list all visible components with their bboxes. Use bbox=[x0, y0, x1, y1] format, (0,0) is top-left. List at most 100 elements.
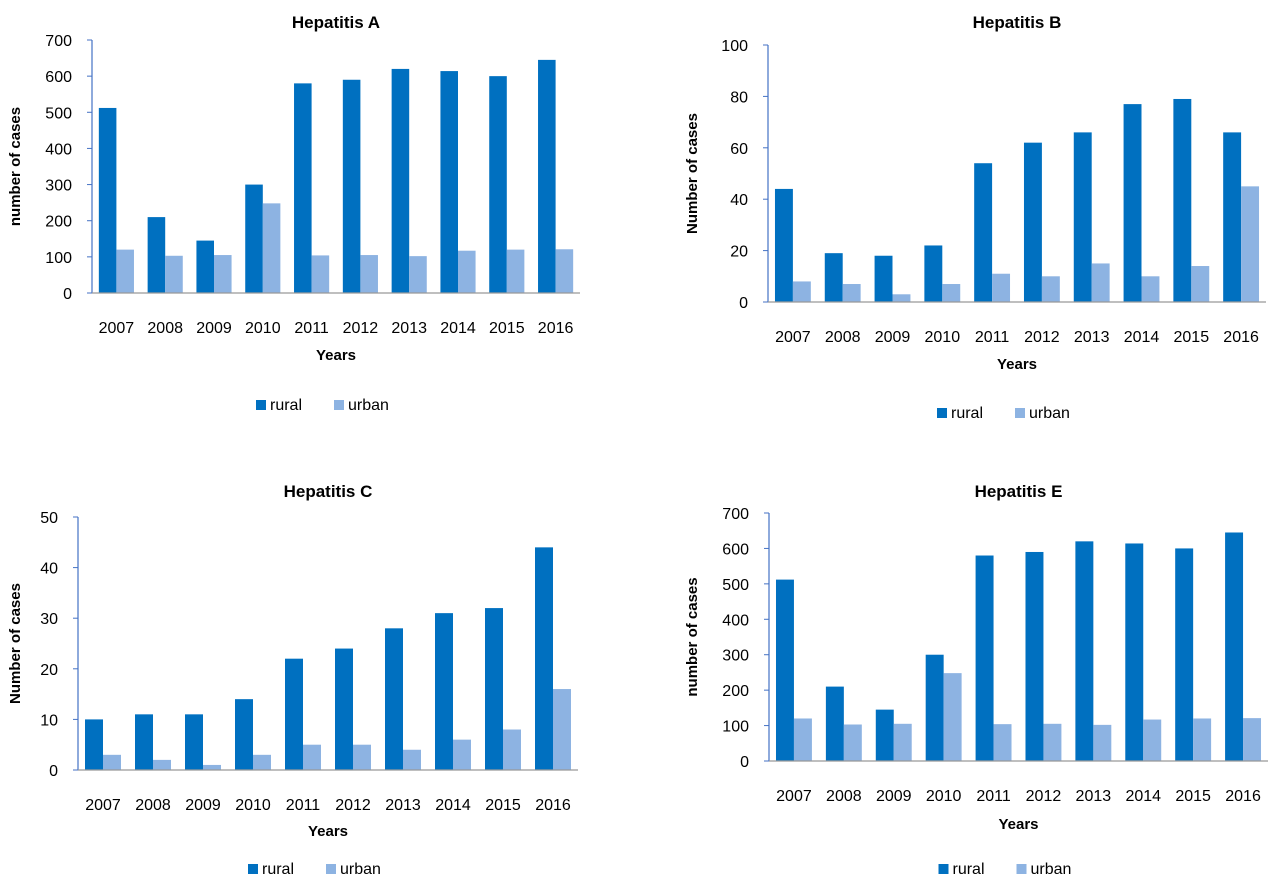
chart-title: Hepatitis C bbox=[284, 482, 373, 501]
bar-rural-2012 bbox=[342, 79, 361, 293]
bar-rural-2008 bbox=[825, 686, 844, 761]
bar-urban-2010 bbox=[942, 284, 961, 302]
x-axis-label: Years bbox=[998, 816, 1038, 833]
bar-rural-2012 bbox=[1023, 142, 1042, 302]
y-tick-label: 500 bbox=[722, 577, 749, 594]
x-axis-label: Years bbox=[308, 823, 348, 840]
x-tick-label: 2010 bbox=[245, 320, 281, 337]
y-tick-label: 700 bbox=[722, 506, 749, 523]
legend-label-urban: urban bbox=[340, 861, 381, 878]
x-tick-label: 2011 bbox=[975, 329, 1010, 346]
bar-rural-2011 bbox=[974, 163, 993, 302]
y-tick-label: 30 bbox=[40, 611, 58, 628]
y-tick-label: 50 bbox=[40, 510, 58, 527]
x-tick-label: 2007 bbox=[776, 788, 812, 805]
bar-rural-2014 bbox=[440, 71, 458, 293]
bar-urban-2016 bbox=[1241, 186, 1260, 302]
bar-rural-2014 bbox=[1123, 104, 1142, 302]
bar-urban-2014 bbox=[458, 250, 476, 293]
x-tick-label: 2011 bbox=[294, 320, 329, 337]
x-tick-label: 2008 bbox=[147, 320, 183, 337]
bar-rural-2015 bbox=[1173, 98, 1192, 302]
y-tick-label: 0 bbox=[740, 754, 749, 771]
x-tick-label: 2012 bbox=[1024, 329, 1060, 346]
y-tick-label: 100 bbox=[45, 250, 72, 267]
bar-urban-2009 bbox=[892, 294, 911, 302]
legend-swatch-urban bbox=[1016, 864, 1027, 874]
bar-rural-2013 bbox=[1075, 541, 1094, 761]
y-tick-label: 60 bbox=[730, 141, 748, 158]
bar-rural-2007 bbox=[775, 579, 794, 761]
bar-urban-2011 bbox=[992, 273, 1011, 302]
bar-rural-2009 bbox=[185, 714, 203, 770]
x-tick-label: 2011 bbox=[286, 797, 321, 814]
bar-rural-2013 bbox=[385, 628, 403, 770]
bar-rural-2008 bbox=[824, 253, 843, 302]
x-tick-label: 2015 bbox=[489, 320, 525, 337]
bar-urban-2016 bbox=[553, 689, 571, 770]
bar-rural-2008 bbox=[135, 714, 153, 770]
y-tick-label: 80 bbox=[730, 89, 748, 106]
legend-label-rural: rural bbox=[951, 405, 983, 422]
bar-rural-2011 bbox=[975, 555, 994, 761]
y-tick-label: 20 bbox=[40, 662, 58, 679]
legend-label-rural: rural bbox=[953, 861, 985, 878]
legend-swatch-rural bbox=[248, 864, 258, 874]
x-tick-label: 2014 bbox=[1125, 788, 1161, 805]
bar-rural-2013 bbox=[1073, 132, 1092, 302]
x-tick-label: 2008 bbox=[825, 329, 861, 346]
y-tick-label: 20 bbox=[730, 244, 748, 261]
bar-urban-2011 bbox=[303, 744, 321, 770]
x-tick-label: 2013 bbox=[391, 320, 427, 337]
bar-rural-2015 bbox=[1175, 548, 1194, 761]
y-tick-label: 200 bbox=[45, 214, 72, 231]
bar-urban-2009 bbox=[893, 723, 912, 761]
x-tick-label: 2007 bbox=[85, 797, 121, 814]
bar-urban-2008 bbox=[843, 724, 862, 761]
legend-swatch-urban bbox=[326, 864, 336, 874]
bar-urban-2007 bbox=[792, 281, 811, 302]
bar-rural-2015 bbox=[489, 76, 507, 294]
bar-rural-2016 bbox=[538, 59, 556, 293]
y-axis-label: Number of cases bbox=[684, 113, 701, 234]
bar-rural-2007 bbox=[774, 188, 793, 302]
x-tick-label: 2014 bbox=[435, 797, 471, 814]
chart-title: Hepatitis E bbox=[975, 482, 1063, 501]
chart-title: Hepatitis B bbox=[973, 13, 1062, 32]
legend-swatch-urban bbox=[334, 400, 344, 410]
bar-urban-2013 bbox=[1093, 724, 1112, 761]
y-tick-label: 700 bbox=[45, 33, 72, 50]
y-tick-label: 0 bbox=[49, 763, 58, 780]
y-tick-label: 40 bbox=[40, 561, 58, 578]
x-tick-label: 2012 bbox=[335, 797, 371, 814]
bar-urban-2013 bbox=[1091, 263, 1110, 302]
bar-urban-2009 bbox=[214, 255, 232, 293]
chart-hepatitis-c: Hepatitis C Number of cases 0 10 20 30 40 50 200… bbox=[7, 482, 578, 878]
bar-rural-2007 bbox=[85, 719, 103, 770]
y-tick-label: 100 bbox=[722, 719, 749, 736]
bar-urban-2007 bbox=[116, 249, 134, 293]
bar-rural-2016 bbox=[1223, 132, 1242, 302]
bar-rural-2009 bbox=[874, 255, 893, 302]
legend-swatch-rural bbox=[937, 408, 947, 418]
x-tick-label: 2014 bbox=[440, 320, 476, 337]
x-tick-label: 2016 bbox=[1225, 788, 1261, 805]
bar-rural-2009 bbox=[196, 240, 214, 293]
bar-urban-2008 bbox=[153, 759, 171, 770]
bar-rural-2013 bbox=[391, 68, 410, 294]
bar-urban-2011 bbox=[311, 255, 330, 293]
bar-rural-2010 bbox=[235, 699, 253, 770]
bar-urban-2015 bbox=[506, 249, 525, 293]
x-tick-label: 2013 bbox=[385, 797, 421, 814]
bar-urban-2010 bbox=[943, 673, 962, 761]
bar-rural-2012 bbox=[1025, 551, 1044, 761]
x-tick-label: 2009 bbox=[185, 797, 221, 814]
x-tick-label: 2008 bbox=[135, 797, 171, 814]
x-tick-label: 2012 bbox=[1026, 788, 1062, 805]
x-tick-label: 2010 bbox=[926, 788, 962, 805]
bar-urban-2014 bbox=[1141, 276, 1160, 302]
bar-rural-2007 bbox=[98, 107, 117, 293]
bar-urban-2014 bbox=[453, 739, 471, 770]
x-tick-label: 2016 bbox=[535, 797, 571, 814]
bar-urban-2011 bbox=[993, 724, 1012, 761]
